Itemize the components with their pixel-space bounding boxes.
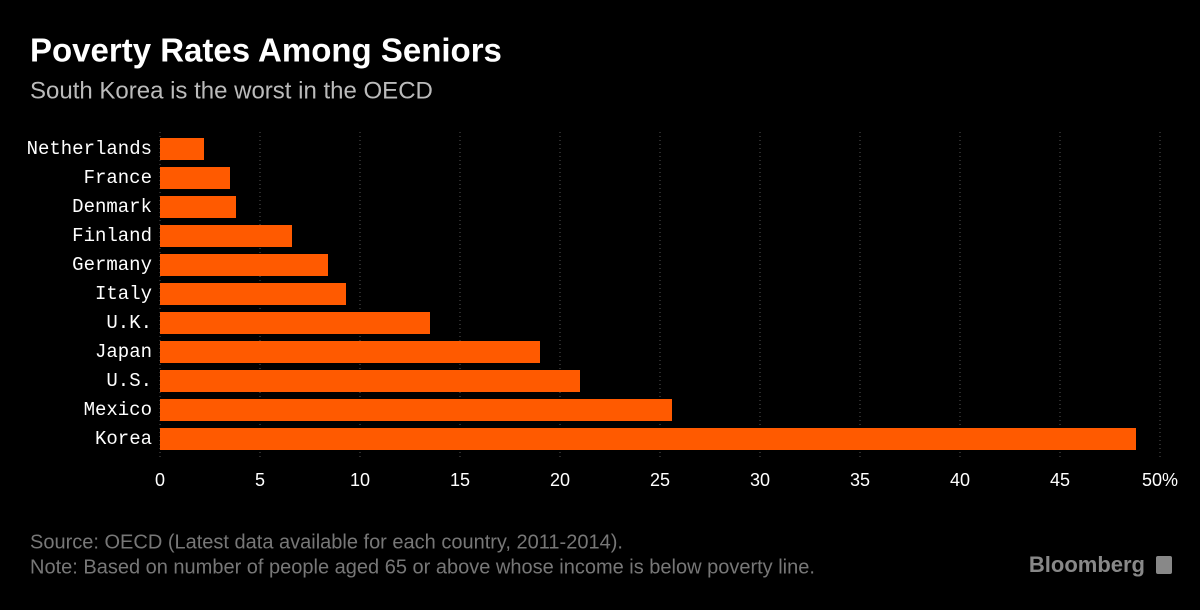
bar (160, 138, 204, 160)
brand-logo: Bloomberg (1029, 552, 1145, 577)
y-tick-label: U.K. (106, 312, 152, 334)
y-tick-label: Finland (72, 225, 152, 247)
bar (160, 254, 328, 276)
bar (160, 428, 1136, 450)
brand-icon (1156, 556, 1172, 574)
x-tick-label: 40 (950, 470, 970, 490)
note: Note: Based on number of people aged 65 … (30, 556, 815, 578)
bar (160, 196, 236, 218)
chart-title: Poverty Rates Among Seniors (30, 32, 502, 69)
x-tick-label: 50% (1142, 470, 1178, 490)
y-tick-label: Mexico (84, 399, 152, 421)
source-note: Source: OECD (Latest data available for … (30, 531, 623, 553)
x-tick-label: 15 (450, 470, 470, 490)
x-tick-label: 10 (350, 470, 370, 490)
y-tick-label: Netherlands (27, 138, 152, 160)
y-tick-label: U.S. (106, 370, 152, 392)
bar (160, 370, 580, 392)
y-tick-label: Japan (95, 341, 152, 363)
y-tick-label: Italy (95, 283, 152, 305)
bar (160, 225, 292, 247)
bar (160, 312, 430, 334)
y-tick-label: Korea (95, 428, 152, 450)
y-tick-label: Denmark (72, 196, 152, 218)
bar (160, 167, 230, 189)
x-tick-label: 30 (750, 470, 770, 490)
bar (160, 283, 346, 305)
chart-subtitle: South Korea is the worst in the OECD (30, 77, 433, 104)
bar (160, 399, 672, 421)
x-tick-label: 35 (850, 470, 870, 490)
x-tick-label: 45 (1050, 470, 1070, 490)
y-tick-label: Germany (72, 254, 152, 276)
x-tick-label: 20 (550, 470, 570, 490)
x-tick-label: 0 (155, 470, 165, 490)
x-tick-label: 5 (255, 470, 265, 490)
x-tick-label: 25 (650, 470, 670, 490)
bar (160, 341, 540, 363)
y-tick-label: France (84, 167, 152, 189)
